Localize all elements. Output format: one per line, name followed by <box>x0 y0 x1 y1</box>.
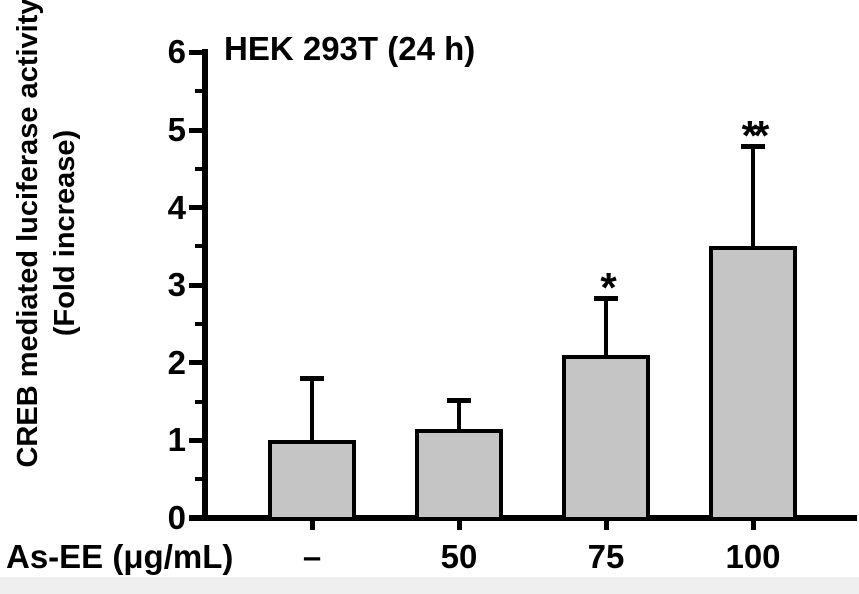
significance-label: ** <box>741 111 770 159</box>
x-axis-line <box>189 515 857 521</box>
y-tick-label: 3 <box>167 266 186 304</box>
y-tick-label: 6 <box>167 33 186 71</box>
error-bar-cap <box>300 376 324 382</box>
y-tick-label: 1 <box>167 421 186 459</box>
y-major-tick <box>189 205 202 211</box>
x-tick-label: 50 <box>440 538 478 575</box>
y-axis-title: CREB mediated luciferase activity (Fold … <box>10 0 84 468</box>
x-tick <box>457 521 462 530</box>
error-bar-cap <box>594 296 618 302</box>
bar <box>415 428 503 521</box>
y-minor-tick <box>195 244 202 249</box>
y-axis-title-line1: CREB mediated luciferase activity <box>12 0 44 468</box>
error-bar-stem <box>310 378 314 441</box>
x-axis-label: As-EE (μg/mL) <box>6 538 234 575</box>
error-bar-stem <box>457 400 461 429</box>
error-bar-stem <box>751 145 755 247</box>
x-tick <box>310 521 315 530</box>
y-minor-tick <box>195 477 202 482</box>
x-tick <box>751 521 756 530</box>
error-bar-cap <box>741 143 765 149</box>
bar <box>709 246 797 521</box>
y-major-tick <box>189 49 202 55</box>
y-major-tick <box>189 437 202 443</box>
y-tick-label: 2 <box>167 343 186 381</box>
y-axis-line <box>202 49 208 521</box>
y-minor-tick <box>195 322 202 326</box>
y-axis-title-line2: (Fold increase) <box>49 129 81 337</box>
plot-title: HEK 293T (24 h) <box>224 30 476 67</box>
footer-strip <box>0 577 859 594</box>
bar <box>268 440 356 521</box>
x-tick-label: – <box>302 538 322 575</box>
x-tick-label: 75 <box>587 538 625 575</box>
bar <box>562 355 650 521</box>
significance-label: * <box>600 264 616 312</box>
y-major-tick <box>189 127 202 133</box>
y-minor-tick <box>195 399 202 404</box>
y-tick-label: 5 <box>167 111 186 148</box>
y-major-tick <box>189 515 202 521</box>
error-bar-stem <box>604 298 608 356</box>
x-tick <box>604 521 609 530</box>
x-tick-label: 100 <box>725 538 781 575</box>
y-tick-label: 0 <box>167 499 186 536</box>
error-bar-cap <box>447 398 471 404</box>
y-tick-label: 4 <box>167 188 186 226</box>
y-major-tick <box>189 282 202 288</box>
y-minor-tick <box>195 166 202 171</box>
y-major-tick <box>189 360 202 366</box>
y-minor-tick <box>195 89 202 94</box>
